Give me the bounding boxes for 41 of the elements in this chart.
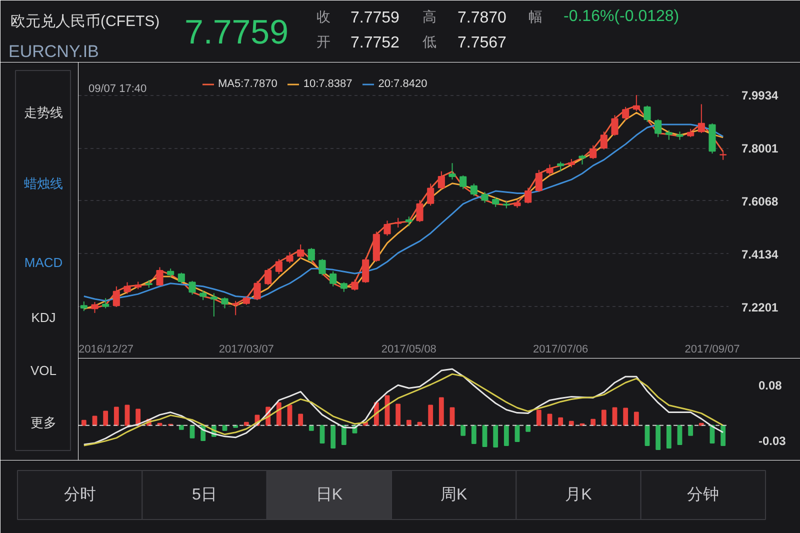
category-label: 蜡烛线 bbox=[24, 176, 63, 191]
legend-label: 20:7.8420 bbox=[378, 77, 428, 92]
category-label: 周K bbox=[440, 486, 468, 504]
x-tick-label: 2016/12/27 bbox=[78, 344, 134, 356]
text: 7.7870 bbox=[458, 10, 507, 26]
text: 幅 bbox=[528, 8, 542, 24]
text: 开 bbox=[316, 34, 330, 50]
category-label: 分钟 bbox=[687, 486, 720, 504]
category-label: 走势线 bbox=[24, 105, 63, 120]
text: 7.7752 bbox=[350, 34, 400, 52]
category-label: 月K bbox=[565, 486, 592, 504]
annotation: 09/07 17:40 bbox=[88, 83, 147, 96]
x-tick-label: 2017/07/06 bbox=[533, 344, 588, 356]
legend-label: 10:7.8387 bbox=[303, 77, 352, 92]
text: 7.7759 bbox=[350, 10, 400, 26]
text: EURCNY.IB bbox=[8, 42, 99, 61]
y-tick-label: 7.9934 bbox=[742, 88, 779, 103]
text: -0.16%(-0.0128) bbox=[564, 8, 680, 25]
category-label: VOL bbox=[30, 363, 57, 378]
y-tick-label: -0.03 bbox=[758, 434, 786, 448]
x-tick-label: 2017/09/07 bbox=[684, 344, 740, 356]
text: 收 bbox=[316, 8, 330, 24]
text: 7.7567 bbox=[458, 34, 507, 52]
category-label: KDJ bbox=[31, 310, 56, 325]
y-tick-label: 7.6068 bbox=[742, 194, 779, 208]
legend-label: MA5:7.7870 bbox=[218, 77, 278, 92]
text: 7.7759 bbox=[184, 14, 289, 52]
text: 低 bbox=[422, 34, 436, 50]
text: 高 bbox=[422, 8, 436, 24]
category-label: 5日 bbox=[192, 486, 217, 504]
y-tick-label: 7.2201 bbox=[742, 300, 779, 314]
category-label: MACD bbox=[24, 255, 63, 270]
y-tick-label: 7.8001 bbox=[742, 142, 779, 156]
x-tick-label: 2017/03/07 bbox=[218, 344, 274, 356]
y-tick-label: 7.4134 bbox=[742, 247, 779, 262]
category-label: 日K bbox=[316, 486, 343, 504]
x-tick-label: 2017/05/08 bbox=[381, 344, 436, 356]
category-label: 分时 bbox=[64, 486, 96, 504]
y-tick-label: 0.08 bbox=[758, 378, 782, 393]
text: 欧元兑人民币(CFETS) bbox=[10, 13, 160, 30]
category-label: 更多 bbox=[30, 415, 56, 430]
